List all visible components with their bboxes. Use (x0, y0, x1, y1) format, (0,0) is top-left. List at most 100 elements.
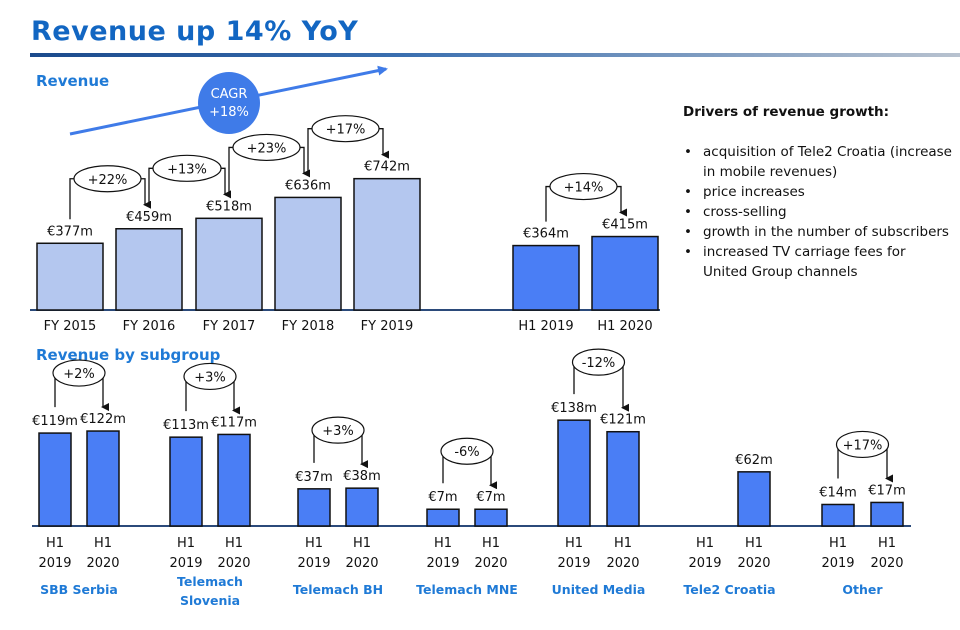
subgroup-data-label: €138m (551, 401, 597, 416)
revenue-growth-bracket-left (148, 167, 153, 205)
revenue-bar (115, 228, 183, 311)
revenue-chart-title: Revenue (36, 72, 110, 90)
subgroup-category-label: H1 (745, 536, 763, 551)
revenue-growth-bracket-left (307, 128, 312, 174)
slide-title: Revenue up 14% YoY (31, 16, 359, 47)
subgroup-growth-bubble (440, 437, 494, 465)
subgroup-data-label: €14m (819, 485, 856, 500)
driver-item: cross-selling (684, 202, 953, 222)
revenue-category-label: FY 2019 (361, 319, 414, 334)
subgroup-data-label: €62m (735, 453, 772, 468)
subgroup-category-label: H1 (225, 536, 243, 551)
subgroup-category-label: H1 (177, 536, 195, 551)
subgroup-category-label: H1 (614, 536, 632, 551)
subgroup-data-label: €7m (428, 490, 457, 505)
revenue-data-label: €459m (126, 210, 172, 225)
revenue-category-label: FY 2018 (282, 319, 335, 334)
subgroup-category-label: 2020 (217, 556, 250, 571)
driver-item: acquisition of Tele2 Croatia (increase i… (684, 142, 953, 182)
revenue-growth-label: +22% (88, 173, 128, 188)
subgroup-name: Slovenia (180, 593, 240, 608)
revenue-bar (591, 235, 659, 311)
drivers-panel: Drivers of revenue growth: acquisition o… (683, 102, 953, 282)
subgroup-category-label: 2020 (737, 556, 770, 571)
driver-item: growth in the number of subscribers (684, 222, 953, 242)
subgroup-data-label: €38m (343, 469, 380, 484)
subgroup-name: Tele2 Croatia (683, 582, 775, 597)
drivers-list: acquisition of Tele2 Croatia (increase i… (683, 142, 953, 282)
subgroup-bar (870, 501, 904, 527)
cagr-label: CAGR (211, 87, 248, 102)
driver-item: increased TV carriage fees for United Gr… (684, 242, 953, 282)
revenue-growth-bracket-left (228, 146, 233, 195)
subgroup-category-label: H1 (696, 536, 714, 551)
revenue-growth-label: +13% (167, 162, 207, 177)
subgroup-category-label: H1 (878, 536, 896, 551)
subgroup-growth-label: +3% (322, 424, 354, 439)
revenue-growth-label: +23% (247, 141, 287, 156)
subgroup-data-label: €122m (80, 412, 126, 427)
subgroup-bar (169, 436, 203, 527)
subgroup-category-label: 2019 (688, 556, 721, 571)
revenue-growth-arrow-icon (617, 185, 627, 217)
subgroup-data-label: €119m (32, 414, 78, 429)
subgroup-chart-title: Revenue by subgroup (36, 346, 221, 364)
revenue-growth-arrow-icon (300, 146, 310, 178)
revenue-category-label: FY 2015 (44, 319, 97, 334)
subgroup-name: United Media (552, 582, 646, 597)
revenue-category-label: FY 2017 (203, 319, 256, 334)
subgroup-category-label: 2020 (870, 556, 903, 571)
revenue-category-label: H1 2020 (597, 319, 652, 334)
subgroup-category-label: H1 (565, 536, 583, 551)
subgroup-name: Telemach (177, 574, 243, 589)
driver-item: price increases (684, 182, 953, 202)
revenue-bar (274, 196, 342, 311)
revenue-data-label: €377m (47, 224, 93, 239)
subgroup-category-label: H1 (434, 536, 452, 551)
subgroup-growth-bubble (311, 416, 365, 444)
revenue-data-label: €364m (523, 227, 569, 242)
revenue-growth-bubble (311, 115, 380, 143)
subgroup-data-label: €17m (868, 483, 905, 498)
revenue-growth-label: +17% (326, 123, 366, 138)
revenue-bar (353, 177, 421, 311)
drivers-heading: Drivers of revenue growth: (683, 104, 890, 120)
subgroup-data-label: €37m (295, 470, 332, 485)
subgroup-category-label: H1 (829, 536, 847, 551)
subgroup-bar (821, 503, 855, 527)
subgroup-category-label: 2019 (821, 556, 854, 571)
revenue-bar (512, 244, 580, 311)
subgroup-growth-bubble (183, 362, 237, 391)
subgroup-category-label: 2020 (474, 556, 507, 571)
subgroup-growth-label: +3% (194, 370, 226, 385)
title-underline (30, 53, 960, 57)
subgroup-growth-label: -6% (454, 445, 479, 460)
subgroup-bar (426, 508, 460, 527)
revenue-growth-arrow-icon (379, 128, 389, 159)
subgroup-growth-bubble (571, 348, 626, 376)
revenue-category-label: FY 2016 (123, 319, 176, 334)
subgroup-growth-label: +2% (63, 367, 95, 382)
subgroup-data-label: €7m (476, 490, 505, 505)
subgroup-bar (557, 419, 591, 527)
revenue-data-label: €518m (206, 199, 252, 214)
revenue-data-label: €636m (285, 178, 331, 193)
subgroup-bar (86, 430, 120, 527)
subgroup-bar (606, 430, 640, 527)
cagr-bubble (198, 72, 260, 134)
cagr-value: +18% (209, 105, 249, 120)
subgroup-bar (474, 508, 508, 527)
subgroup-category-label: 2020 (86, 556, 119, 571)
revenue-bar (195, 217, 263, 311)
subgroup-growth-label: +17% (843, 438, 883, 453)
subgroup-category-label: H1 (305, 536, 323, 551)
subgroup-name: Telemach BH (293, 582, 383, 597)
subgroup-bar (38, 432, 72, 527)
revenue-growth-bubble (73, 165, 142, 193)
subgroup-data-label: €121m (600, 413, 646, 428)
subgroup-category-label: H1 (94, 536, 112, 551)
revenue-data-label: €742m (364, 160, 410, 175)
revenue-growth-arrow-icon (141, 178, 151, 209)
subgroup-category-label: 2019 (297, 556, 330, 571)
subgroup-name: SBB Serbia (40, 582, 118, 597)
